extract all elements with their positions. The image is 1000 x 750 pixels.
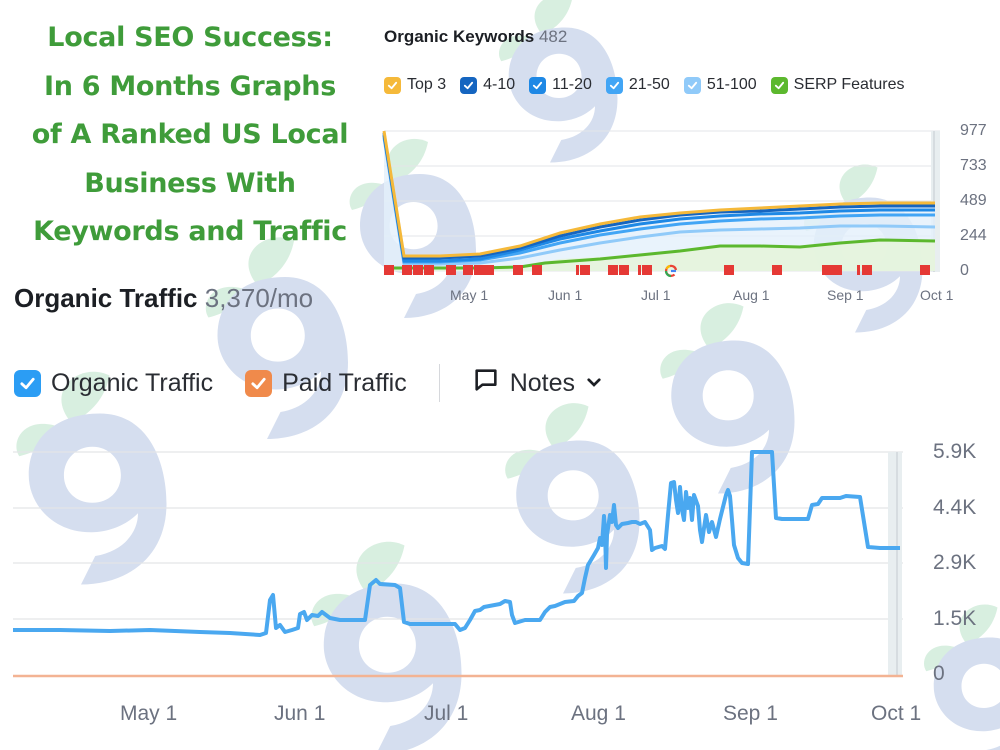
kw-x-tick: Jul 1	[641, 287, 671, 303]
traffic-y-tick: 4.4K	[933, 496, 977, 519]
headline-line-1: Local SEO Success:	[47, 22, 333, 53]
traffic-y-tick: 0	[933, 662, 945, 685]
traffic-x-tick: Oct 1	[871, 702, 922, 725]
traffic-x-tick: May 1	[120, 702, 178, 725]
legend-label: Top 3	[407, 76, 447, 93]
traffic-x-tick: Sep 1	[723, 702, 778, 725]
notes-label: Notes	[509, 368, 576, 397]
legend-label: 51-100	[706, 76, 757, 93]
legend-label: Organic Traffic	[51, 368, 214, 397]
traffic-x-tick: Aug 1	[571, 702, 626, 725]
legend-top-3[interactable]: Top 3	[384, 76, 446, 94]
google-g-icon	[664, 264, 678, 278]
legend-label: 11-20	[552, 76, 592, 93]
kw-x-tick: Jun 1	[548, 287, 583, 303]
kw-y-tick: 0	[960, 262, 969, 279]
keywords-title-label: Organic Keywords	[384, 27, 535, 46]
legend-organic-traffic[interactable]: Organic Traffic	[14, 369, 213, 398]
kw-y-tick: 733	[960, 157, 987, 174]
legend-51-100[interactable]: 51-100	[683, 76, 757, 94]
legend-paid-traffic[interactable]: Paid Traffic	[245, 369, 407, 398]
traffic-title-label: Organic Traffic	[14, 283, 198, 313]
red-flag-icon-group	[384, 265, 930, 275]
legend-21-50[interactable]: 21-50	[605, 76, 670, 94]
keywords-title: Organic Keywords 482	[384, 27, 567, 47]
headline-line-2: In 6 Months Graphs	[43, 70, 336, 102]
checkbox-checked-icon[interactable]	[529, 76, 547, 94]
traffic-title: Organic Traffic 3,370/mo	[14, 283, 370, 314]
headline-line-4: Business With	[84, 167, 296, 199]
traffic-x-tick: Jul 1	[424, 702, 469, 725]
legend-divider	[438, 364, 440, 402]
checkbox-checked-icon[interactable]	[384, 76, 401, 94]
legend-label: SERP Features	[793, 76, 905, 93]
headline-line-3: of A Ranked US Local	[31, 119, 349, 150]
kw-y-tick: 977	[960, 122, 987, 139]
legend-label: Paid Traffic	[282, 368, 407, 397]
kw-x-tick: May 1	[450, 287, 489, 303]
checkbox-checked-icon[interactable]	[14, 369, 41, 397]
checkbox-checked-icon[interactable]	[460, 76, 478, 94]
kw-x-tick: Aug 1	[733, 287, 770, 303]
traffic-y-tick: 2.9K	[933, 551, 977, 574]
legend-label: 21-50	[628, 76, 670, 93]
checkbox-checked-icon[interactable]	[605, 76, 623, 94]
legend-4-10[interactable]: 4-10	[460, 76, 515, 94]
kw-x-tick: Sep 1	[827, 287, 864, 303]
checkbox-checked-icon[interactable]	[245, 369, 273, 397]
notes-dropdown[interactable]: Notes	[472, 366, 603, 401]
traffic-y-tick: 5.9K	[933, 440, 977, 463]
keywords-legend: Top 3 4-10 11-20 21-50 51-100 SERP Featu…	[384, 76, 905, 94]
speech-bubble-icon	[472, 366, 500, 401]
traffic-x-tick: Jun 1	[274, 702, 326, 725]
legend-serp-features[interactable]: SERP Features	[770, 76, 905, 94]
headline: Local SEO Success: In 6 Months Graphs of…	[0, 14, 380, 257]
kw-x-tick: Oct 1	[920, 287, 954, 303]
headline-line-5: Keywords and Traffic	[33, 216, 347, 247]
keywords-count: 482	[538, 27, 568, 46]
traffic-y-tick: 1.5K	[933, 607, 977, 630]
traffic-value: 3,370/mo	[204, 283, 314, 313]
kw-y-tick: 489	[960, 192, 987, 209]
legend-label: 4-10	[483, 76, 516, 93]
checkbox-checked-icon[interactable]	[770, 76, 788, 94]
checkbox-checked-icon[interactable]	[683, 76, 701, 94]
chevron-down-icon	[585, 369, 603, 398]
kw-y-tick: 244	[960, 227, 987, 244]
traffic-legend: Organic Traffic Paid Traffic Notes	[14, 364, 603, 402]
legend-11-20[interactable]: 11-20	[529, 76, 592, 94]
